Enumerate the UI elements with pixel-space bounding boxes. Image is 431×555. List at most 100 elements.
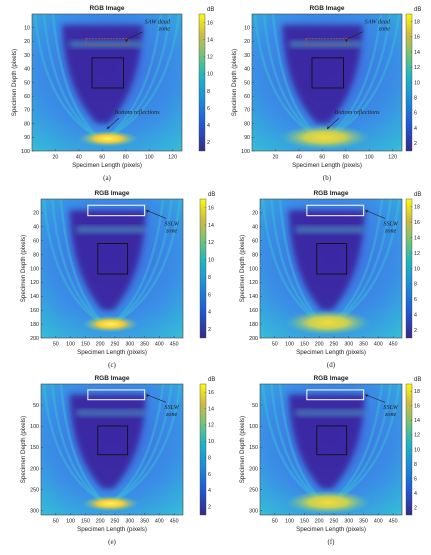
y-tick-label: 200 bbox=[30, 336, 39, 342]
colorbar-tick-label: 2 bbox=[414, 141, 417, 147]
surface-band bbox=[295, 226, 364, 233]
surface-band bbox=[69, 41, 142, 47]
panel-c: SSLW zone RGB Image 50 100 150 200 250 300 350 400… bbox=[20, 190, 215, 369]
panel-d: SSLW zone RGB Image 50 100 150 200 250 300 350 400… bbox=[239, 190, 421, 369]
panel-b: SAW dead zone Bottom reflections RGB Image 2… bbox=[231, 5, 421, 182]
x-tick-label: 350 bbox=[140, 342, 149, 348]
surface-band bbox=[76, 226, 145, 233]
x-axis-label: Specimen Length (pixels) bbox=[72, 162, 142, 169]
heatmap-f bbox=[260, 384, 402, 515]
bottom-reflection-glow bbox=[279, 124, 370, 150]
x-tick-label: 150 bbox=[300, 519, 309, 525]
colorbar-tick-label: 12 bbox=[414, 251, 420, 257]
y-tick-label: 10 bbox=[24, 26, 30, 32]
colorbar-tick-label: 16 bbox=[414, 35, 420, 41]
surface-band bbox=[295, 410, 364, 416]
y-axis-label: Specimen Depth (pixels) bbox=[239, 235, 246, 302]
y-tick-label: 80 bbox=[244, 121, 250, 127]
sslw-zone-box bbox=[87, 204, 146, 217]
saw-arrow bbox=[124, 31, 144, 41]
x-tick-label: 400 bbox=[155, 519, 164, 525]
plot-frame bbox=[40, 383, 184, 516]
x-tick-label: 40 bbox=[76, 155, 82, 161]
colorbar-tick-label: 18 bbox=[414, 19, 420, 25]
colorbar-tick-label: 12 bbox=[414, 433, 420, 439]
x-tick-label: 250 bbox=[111, 342, 120, 348]
sslw-zone-box bbox=[306, 204, 365, 217]
x-tick-label: 100 bbox=[285, 519, 294, 525]
y-tick-label: 90 bbox=[244, 135, 250, 141]
colorbar-tick-label: 4 bbox=[208, 488, 211, 494]
defect-roi-box bbox=[97, 425, 129, 456]
sslw-arrow-head bbox=[365, 210, 369, 213]
y-tick-label: 50 bbox=[244, 80, 250, 86]
y-tick-label: 150 bbox=[249, 445, 258, 451]
y-tick-label: 60 bbox=[252, 239, 258, 245]
colorbar-tick-label: 10 bbox=[414, 447, 420, 453]
heatmap-e bbox=[41, 384, 183, 515]
sslw-zone-label: SSLW zone bbox=[164, 404, 179, 418]
sslw-zone-label: SSLW zone bbox=[383, 220, 398, 234]
colorbar-tick-label: 8 bbox=[208, 275, 211, 281]
colorbar-tick-label: 2 bbox=[414, 328, 417, 334]
colorbar-tick-label: 2 bbox=[207, 140, 210, 146]
colorbar-tick-label: 4 bbox=[208, 310, 211, 316]
colorbar bbox=[198, 13, 206, 152]
panel-title: RGB Image bbox=[309, 5, 344, 12]
colorbar-tick-label: 14 bbox=[207, 37, 213, 43]
defect-roi-box bbox=[97, 243, 129, 275]
colorbar-tick-label: 10 bbox=[207, 72, 213, 78]
y-tick-label: 70 bbox=[244, 108, 250, 114]
colorbar-tick-label: 4 bbox=[414, 491, 417, 497]
x-tick-label: 80 bbox=[123, 155, 129, 161]
sslw-arrow bbox=[364, 209, 386, 219]
y-axis-label: Specimen Depth (pixels) bbox=[231, 49, 238, 116]
colorbar-tick-label: 4 bbox=[414, 126, 417, 132]
bottom-reflection-glow bbox=[285, 310, 371, 336]
colorbar-tick-label: 14 bbox=[414, 235, 420, 241]
colorbar-tick-label: 16 bbox=[208, 205, 214, 211]
y-tick-label: 120 bbox=[249, 280, 258, 286]
y-tick-label: 60 bbox=[24, 94, 30, 100]
y-tick-label: 100 bbox=[249, 424, 258, 430]
y-tick-label: 160 bbox=[30, 308, 39, 314]
x-tick-label: 50 bbox=[53, 519, 59, 525]
surface-band bbox=[76, 410, 145, 416]
x-tick-label: 120 bbox=[388, 155, 397, 161]
x-tick-label: 20 bbox=[272, 155, 278, 161]
panel-title: RGB Image bbox=[94, 190, 129, 197]
y-tick-label: 300 bbox=[30, 509, 39, 515]
y-tick-label: 300 bbox=[249, 509, 258, 515]
colorbar-tick-label: 6 bbox=[208, 292, 211, 298]
y-tick-label: 40 bbox=[24, 67, 30, 73]
sslw-zone-label: SSLW zone bbox=[383, 404, 398, 418]
defect-roi-box bbox=[311, 57, 344, 89]
colorbar-tick-label: 10 bbox=[414, 80, 420, 86]
panel-title: RGB Image bbox=[313, 375, 348, 382]
sslw-arrow-head bbox=[365, 394, 369, 398]
y-tick-label: 20 bbox=[33, 211, 39, 217]
shadow-wedge bbox=[288, 394, 366, 489]
bottom-arrow-head bbox=[327, 126, 330, 130]
colorbar-tick-label: 6 bbox=[414, 297, 417, 303]
x-tick-label: 400 bbox=[374, 342, 383, 348]
y-tick-label: 250 bbox=[249, 487, 258, 493]
y-tick-label: 200 bbox=[30, 466, 39, 472]
x-tick-label: 120 bbox=[168, 155, 177, 161]
colorbar-tick-label: 8 bbox=[207, 89, 210, 95]
panel-label: (c) bbox=[108, 361, 116, 369]
colorbar-tick-label: 8 bbox=[208, 455, 211, 461]
y-tick-label: 60 bbox=[33, 239, 39, 245]
sslw-zone-label: SSLW zone bbox=[164, 220, 179, 234]
y-tick-label: 100 bbox=[30, 266, 39, 272]
x-tick-label: 300 bbox=[125, 519, 134, 525]
x-tick-label: 100 bbox=[285, 342, 294, 348]
y-axis-label: Specimen Depth (pixels) bbox=[239, 416, 246, 483]
colorbar-tick-label: 8 bbox=[414, 282, 417, 288]
bottom-reflection-glow bbox=[285, 490, 371, 515]
y-tick-label: 140 bbox=[30, 294, 39, 300]
x-tick-label: 350 bbox=[359, 342, 368, 348]
colorbar-tick-label: 8 bbox=[414, 96, 417, 102]
